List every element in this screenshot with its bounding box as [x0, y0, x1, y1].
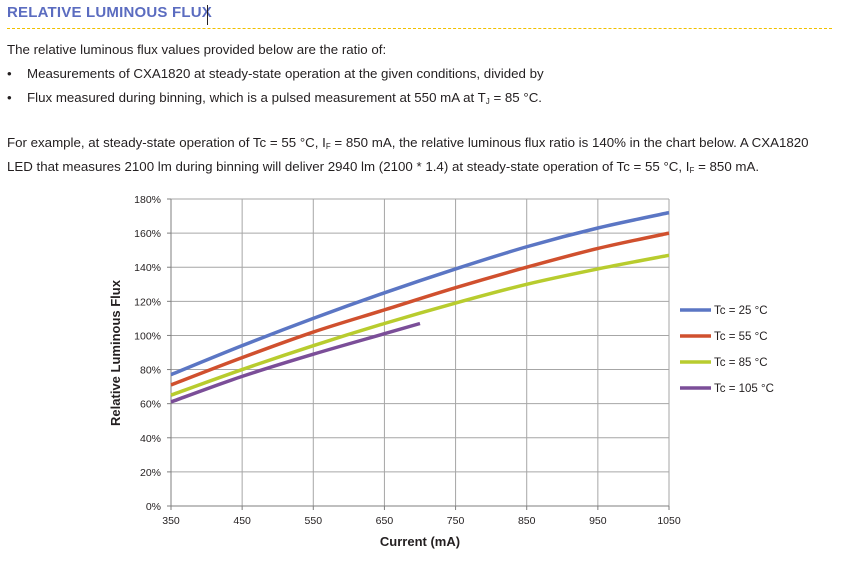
x-axis-label: Current (mA) — [380, 534, 460, 549]
x-tick-label: 650 — [376, 515, 394, 527]
y-tick-label: 40% — [140, 433, 161, 445]
y-tick-label: 0% — [146, 501, 161, 513]
x-tick-label: 1050 — [657, 515, 681, 527]
text-cursor — [207, 5, 208, 25]
example-text: = 850 mA. — [694, 159, 760, 174]
example-text-line2: LED that measures 2100 lm during binning… — [7, 155, 759, 183]
y-tick-label: 80% — [140, 365, 161, 377]
example-text-line1: For example, at steady-state operation o… — [7, 131, 809, 159]
x-tick-label: 850 — [518, 515, 536, 527]
bullet-text: Flux measured during binning, which is a… — [27, 90, 486, 105]
bullet-text: = 85 °C. — [489, 90, 543, 105]
bullet-icon: • — [7, 66, 12, 81]
legend-label: Tc = 105 °C — [714, 383, 774, 395]
series-line — [170, 321, 421, 404]
bullet-icon: • — [7, 90, 12, 105]
y-tick-label: 60% — [140, 399, 161, 411]
subscript: F — [689, 166, 695, 175]
example-text: = 850 mA, the relative luminous flux rat… — [330, 135, 809, 150]
subscript: F — [325, 142, 331, 151]
title-divider — [7, 28, 832, 29]
chart-axes — [167, 198, 670, 510]
bullet-item: • Flux measured during binning, which is … — [7, 86, 542, 114]
intro-text: The relative luminous flux values provid… — [7, 42, 387, 57]
y-axis-label: Relative Luminous Flux — [108, 279, 123, 426]
example-text: LED that measures 2100 lm during binning… — [7, 159, 690, 174]
x-tick-label: 450 — [233, 515, 251, 527]
x-tick-label: 350 — [162, 515, 180, 527]
y-tick-label: 140% — [134, 262, 161, 274]
series-line — [170, 253, 670, 397]
chart-tick-labels: 0% 20% 40% 60% 80% 100% 120% 140% 160% 180% 350 450… — [134, 194, 681, 527]
x-tick-label: 750 — [447, 515, 465, 527]
bullet-item: • Measurements of CXA1820 at steady-state… — [7, 62, 544, 86]
y-tick-label: 100% — [134, 330, 161, 342]
y-tick-label: 20% — [140, 467, 161, 479]
section-title: RELATIVE LUMINOUS FLUX — [7, 4, 212, 21]
y-tick-label: 160% — [134, 228, 161, 240]
legend-label: Tc = 55 °C — [714, 331, 768, 343]
y-tick-label: 180% — [134, 194, 161, 206]
x-tick-label: 550 — [305, 515, 323, 527]
legend-label: Tc = 85 °C — [714, 357, 768, 369]
x-tick-label: 950 — [589, 515, 607, 527]
chart-legend: Tc = 25 °C Tc = 55 °C Tc = 85 °C Tc = 105 °… — [680, 305, 774, 395]
y-tick-label: 120% — [134, 296, 161, 308]
series-line — [170, 231, 670, 387]
subscript: J — [485, 97, 490, 106]
legend-label: Tc = 25 °C — [714, 305, 768, 317]
chart-series — [170, 210, 670, 404]
bullet-text: Measurements of CXA1820 at steady-state … — [27, 66, 544, 81]
example-text: For example, at steady-state operation o… — [7, 135, 326, 150]
series-line — [170, 210, 670, 377]
chart-grid — [170, 198, 670, 507]
